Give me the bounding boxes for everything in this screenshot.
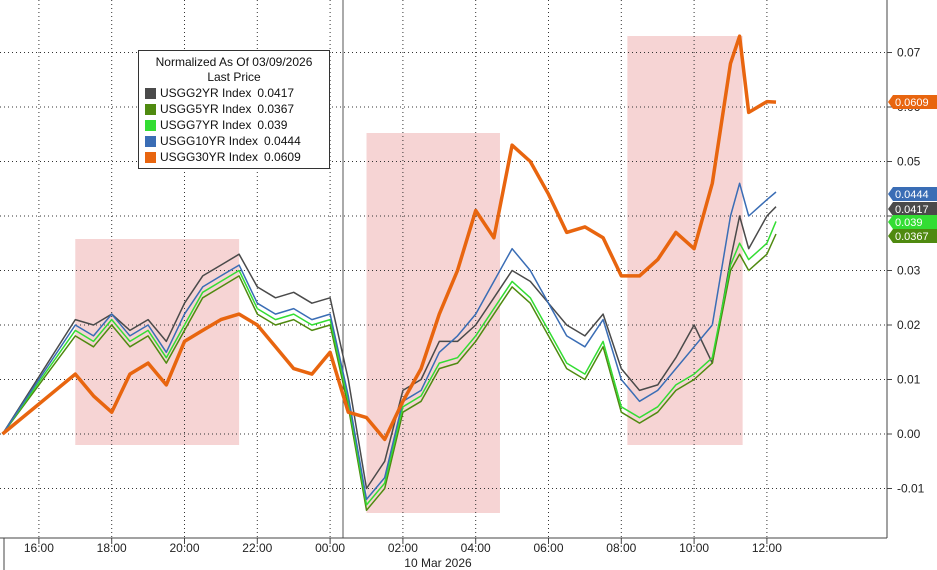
series-line <box>1 221 777 506</box>
last-price-tag <box>888 229 937 243</box>
chart-legend: Normalized As Of 03/09/2026 Last Price U… <box>138 50 330 169</box>
legend-swatch <box>145 135 156 147</box>
last-price-tag <box>888 187 937 201</box>
y-tick-label: 0.01 <box>897 373 921 387</box>
x-tick-label: 04:00 <box>461 541 491 555</box>
legend-entry: USGG2YR Index 0.0417 <box>145 85 323 101</box>
y-tick-label: 0.00 <box>897 427 921 441</box>
y-tick-label: -0.01 <box>897 482 925 496</box>
x-tick-label: 18:00 <box>97 541 127 555</box>
legend-series-name: USGG10YR Index <box>160 134 259 148</box>
series-line <box>1 206 777 490</box>
series-lines <box>1 34 777 512</box>
last-price-value: 0.0367 <box>895 231 929 243</box>
series-line <box>1 233 777 512</box>
legend-series-name: USGG30YR Index <box>160 150 259 164</box>
legend-series-value: 0.0609 <box>264 150 301 164</box>
x-tick-label: 10:00 <box>679 541 709 555</box>
legend-series-name: USGG5YR Index <box>160 102 252 116</box>
legend-entry: USGG7YR Index 0.039 <box>145 117 323 133</box>
last-price-tag <box>888 215 937 229</box>
last-price-value: 0.0444 <box>895 189 929 201</box>
legend-series-value: 0.039 <box>257 118 288 132</box>
legend-series-value: 0.0444 <box>264 134 301 148</box>
y-tick-label: 0.02 <box>897 318 921 332</box>
x-tick-label: 16:00 <box>24 541 54 555</box>
last-price-value: 0.039 <box>895 217 923 229</box>
legend-series-name: USGG2YR Index <box>160 86 252 100</box>
last-price-tag <box>888 95 937 109</box>
y-tick-label: 0.07 <box>897 46 921 60</box>
series-line <box>1 182 777 501</box>
legend-entry: USGG5YR Index 0.0367 <box>145 101 323 117</box>
legend-entries: USGG2YR Index 0.0417 USGG5YR Index 0.0367 US… <box>145 85 323 165</box>
last-price-value: 0.0609 <box>895 97 929 109</box>
x-tick-label: 08:00 <box>606 541 636 555</box>
legend-entry: USGG30YR Index 0.0609 <box>145 149 323 165</box>
legend-series-value: 0.0417 <box>257 86 295 100</box>
legend-swatch <box>145 87 156 99</box>
last-price-tag <box>888 202 937 216</box>
highlight-band <box>75 239 240 445</box>
x-tick-label: 20:00 <box>169 541 199 555</box>
legend-series-name: USGG7YR Index <box>160 118 252 132</box>
x-tick-label: 00:00 <box>315 541 345 555</box>
x-tick-label: 12:00 <box>752 541 782 555</box>
legend-swatch <box>145 103 156 115</box>
legend-entry: USGG10YR Index 0.0444 <box>145 133 323 149</box>
x-tick-label: 02:00 <box>388 541 418 555</box>
y-tick-label: 0.03 <box>897 264 921 278</box>
y-tick-label: 0.05 <box>897 155 921 169</box>
x-tick-label: 22:00 <box>242 541 272 555</box>
x-axis-ticks: 16:00 18:00 20:00 22:00 00:00 02:00 04:00 06:00… <box>24 538 782 555</box>
gridlines <box>0 0 887 538</box>
legend-subtitle: Last Price <box>207 70 261 84</box>
legend-title: Normalized As Of 03/09/2026 <box>155 55 313 69</box>
series-line <box>1 34 777 442</box>
x-tick-label: 06:00 <box>533 541 563 555</box>
last-price-tags: 0.0417 0.0367 0.039 0.0444 0.0609 <box>888 95 937 243</box>
legend-swatch <box>145 151 156 163</box>
legend-series-value: 0.0367 <box>257 102 295 116</box>
legend-swatch <box>145 119 156 131</box>
x-axis-date-label: 10 Mar 2026 <box>404 556 472 570</box>
last-price-value: 0.0417 <box>895 204 929 216</box>
